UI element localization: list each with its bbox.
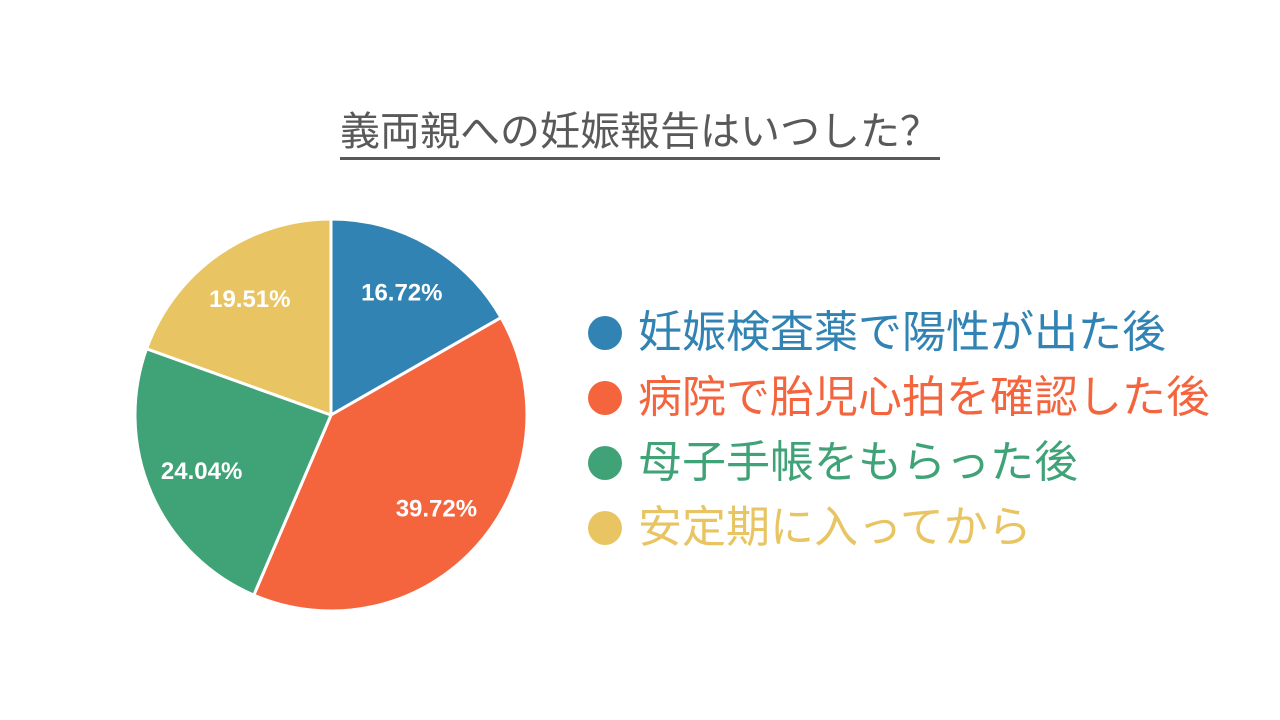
legend-label: 安定期に入ってから (638, 503, 1032, 552)
chart-title: 義両親への妊娠報告はいつした？ (340, 110, 940, 160)
pie-slice-0 (329, 217, 503, 417)
legend-item: 母子手帳をもらった後 (588, 430, 1210, 495)
pie-slice-1 (252, 316, 529, 613)
pie-slice-label-3: 19.51% (209, 286, 290, 313)
legend-item: 安定期に入ってから (588, 495, 1210, 560)
legend: 妊娠検査薬で陽性が出た後 病院で胎児心拍を確認した後 母子手帳をもらった後 安定… (588, 300, 1210, 560)
pie-slice-3 (145, 217, 333, 417)
legend-bullet-icon (588, 380, 622, 415)
pie-slice-label-1: 39.72% (396, 495, 477, 522)
legend-bullet-icon (588, 315, 622, 350)
pie-slice-label-0: 16.72% (361, 279, 442, 306)
legend-label: 母子手帳をもらった後 (638, 438, 1078, 487)
pie-slice-label-2: 24.04% (161, 458, 242, 485)
legend-label: 病院で胎児心拍を確認した後 (638, 373, 1210, 422)
chart-title-wrap: 義両親への妊娠報告はいつした？ (0, 110, 1280, 160)
legend-bullet-icon (588, 445, 622, 480)
legend-label: 妊娠検査薬で陽性が出た後 (638, 308, 1166, 357)
legend-item: 病院で胎児心拍を確認した後 (588, 365, 1210, 430)
pie-slice-2 (133, 347, 333, 597)
legend-bullet-icon (588, 510, 622, 545)
legend-item: 妊娠検査薬で陽性が出た後 (588, 300, 1210, 365)
